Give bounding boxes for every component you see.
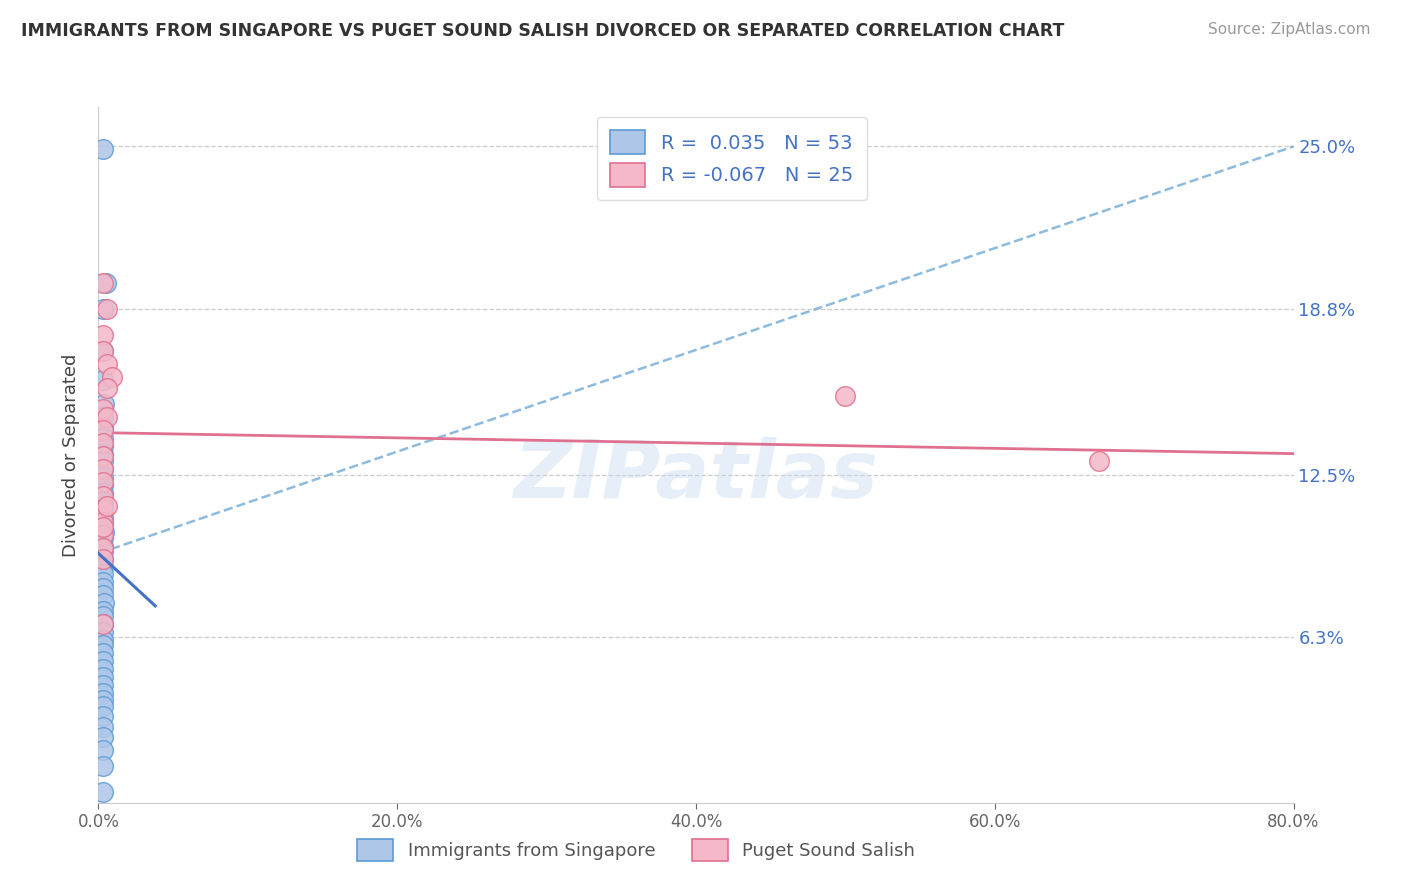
Point bbox=[91, 276, 114, 290]
Point bbox=[91, 489, 114, 503]
Text: ZIPatlas: ZIPatlas bbox=[513, 437, 879, 515]
Point bbox=[96, 357, 118, 371]
Point bbox=[91, 515, 114, 529]
Point bbox=[96, 499, 118, 513]
Point bbox=[91, 462, 114, 476]
Point bbox=[94, 276, 117, 290]
Point bbox=[91, 617, 114, 632]
Point bbox=[91, 494, 114, 508]
Point bbox=[91, 520, 114, 534]
Point bbox=[91, 559, 114, 574]
Point bbox=[93, 596, 115, 610]
Point bbox=[91, 401, 114, 416]
Point bbox=[91, 344, 114, 359]
Point bbox=[91, 328, 114, 343]
Point bbox=[96, 381, 118, 395]
Point bbox=[91, 409, 114, 424]
Point bbox=[96, 409, 118, 424]
Point bbox=[91, 420, 114, 434]
Point bbox=[91, 670, 114, 684]
Point bbox=[91, 449, 114, 463]
Point bbox=[91, 678, 114, 692]
Point bbox=[91, 575, 114, 590]
Point bbox=[91, 609, 114, 624]
Point bbox=[91, 646, 114, 660]
Point bbox=[91, 431, 114, 445]
Point bbox=[91, 541, 114, 555]
Point bbox=[91, 520, 114, 534]
Point bbox=[91, 581, 114, 595]
Point bbox=[91, 730, 114, 744]
Point bbox=[91, 654, 114, 668]
Point bbox=[91, 743, 114, 757]
Point bbox=[91, 302, 114, 317]
Point bbox=[91, 604, 114, 618]
Point bbox=[91, 454, 114, 468]
Point bbox=[91, 698, 114, 713]
Point bbox=[101, 370, 124, 384]
Point bbox=[91, 759, 114, 773]
Point bbox=[91, 423, 114, 437]
Point bbox=[91, 478, 114, 492]
Legend: Immigrants from Singapore, Puget Sound Salish: Immigrants from Singapore, Puget Sound S… bbox=[349, 830, 924, 871]
Point bbox=[91, 501, 114, 516]
Point bbox=[93, 525, 115, 540]
Point bbox=[91, 662, 114, 676]
Point bbox=[91, 588, 114, 602]
Point bbox=[91, 539, 114, 553]
Point bbox=[91, 551, 114, 566]
Point bbox=[834, 389, 856, 403]
Point bbox=[91, 785, 114, 799]
Point bbox=[91, 528, 114, 542]
Text: IMMIGRANTS FROM SINGAPORE VS PUGET SOUND SALISH DIVORCED OR SEPARATED CORRELATIO: IMMIGRANTS FROM SINGAPORE VS PUGET SOUND… bbox=[21, 22, 1064, 40]
Point bbox=[91, 499, 114, 513]
Point bbox=[91, 142, 114, 156]
Point bbox=[91, 531, 114, 545]
Point bbox=[91, 720, 114, 734]
Point bbox=[91, 617, 114, 632]
Text: Source: ZipAtlas.com: Source: ZipAtlas.com bbox=[1208, 22, 1371, 37]
Point bbox=[91, 344, 114, 359]
Point bbox=[91, 543, 114, 558]
Point bbox=[91, 685, 114, 699]
Point bbox=[91, 475, 114, 490]
Point bbox=[93, 397, 115, 411]
Point bbox=[91, 462, 114, 476]
Point bbox=[91, 470, 114, 484]
Y-axis label: Divorced or Separated: Divorced or Separated bbox=[62, 353, 80, 557]
Point bbox=[91, 638, 114, 652]
Point bbox=[91, 551, 114, 566]
Point bbox=[91, 509, 114, 524]
Point bbox=[91, 504, 114, 518]
Point bbox=[91, 625, 114, 640]
Point bbox=[91, 709, 114, 723]
Point bbox=[91, 447, 114, 461]
Point bbox=[91, 633, 114, 648]
Point bbox=[96, 302, 118, 317]
Point bbox=[91, 693, 114, 707]
Point bbox=[91, 436, 114, 450]
Point bbox=[91, 567, 114, 582]
Point bbox=[91, 515, 114, 529]
Point bbox=[91, 439, 114, 453]
Point bbox=[91, 373, 114, 387]
Point bbox=[91, 486, 114, 500]
Point bbox=[1088, 454, 1111, 468]
